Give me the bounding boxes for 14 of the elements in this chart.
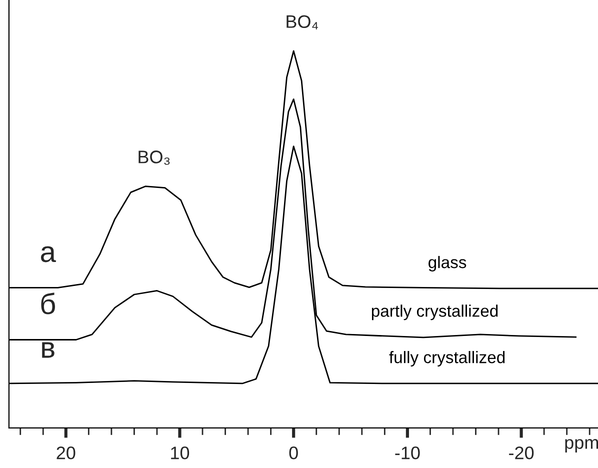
x-tick-label: 0 [289,446,298,460]
x-tick-label: 10 [171,446,190,460]
series-label: partly crystallized [372,304,498,320]
x-tick-label: -10 [395,446,420,460]
annotation: а [40,246,56,262]
annotation: в [42,342,54,358]
annotation: б [41,292,55,314]
series-label: fully crystallized [389,350,505,367]
annotation: BO₄ [286,15,318,30]
x-tick-label: 20 [56,446,76,460]
annotation: BO₃ [138,150,170,165]
x-axis-title: ppm [565,439,598,453]
series-label: glass [428,256,466,272]
x-tick-label: -20 [509,446,534,460]
